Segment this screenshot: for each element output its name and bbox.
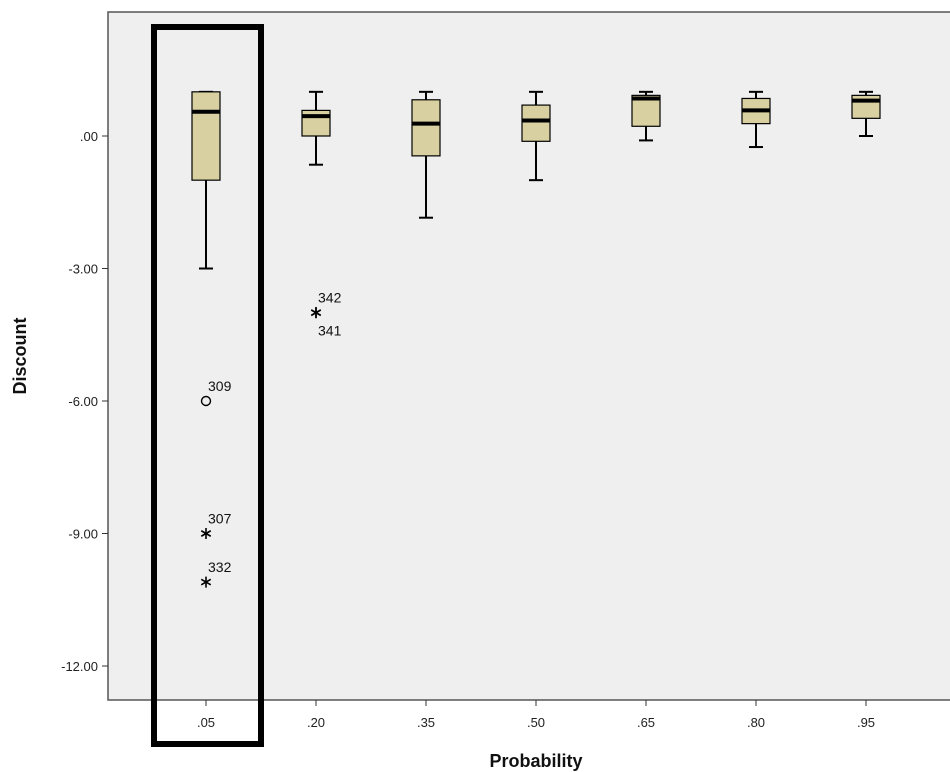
outlier-circle-marker bbox=[200, 395, 212, 407]
outlier-label: 307 bbox=[208, 511, 232, 527]
x-tick-label: .80 bbox=[747, 715, 765, 730]
outlier-label: 342 bbox=[318, 290, 342, 306]
box-iqr bbox=[191, 91, 221, 181]
y-tick-label: -12.00 bbox=[61, 659, 98, 674]
box-iqr bbox=[631, 94, 661, 127]
x-axis: .05 .20 .35 .50 .65 .80 .95 bbox=[197, 700, 875, 730]
box-95 bbox=[851, 90, 881, 137]
box-iqr bbox=[411, 99, 441, 157]
y-axis: .00 -3.00 -6.00 -9.00 -12.00 bbox=[61, 129, 108, 674]
outlier-307: 307 bbox=[200, 511, 232, 539]
box-35 bbox=[411, 90, 441, 219]
y-tick-label: -3.00 bbox=[68, 262, 98, 277]
y-tick-label: .00 bbox=[80, 129, 98, 144]
outliers-group: 309 307 332 342 341 bbox=[200, 290, 342, 588]
x-tick-label: .05 bbox=[197, 715, 215, 730]
box-65 bbox=[631, 90, 661, 142]
outlier-star-marker bbox=[200, 528, 212, 539]
x-tick-label: .20 bbox=[307, 715, 325, 730]
box-iqr bbox=[521, 104, 551, 142]
y-axis-title: Discount bbox=[10, 317, 30, 394]
boxes-group bbox=[191, 90, 881, 270]
outlier-label: 341 bbox=[318, 323, 342, 339]
y-tick-label: -9.00 bbox=[68, 527, 98, 542]
outlier-star-marker bbox=[310, 307, 322, 319]
outlier-341: 341 bbox=[310, 307, 342, 339]
outlier-332: 332 bbox=[200, 559, 232, 588]
x-tick-label: .65 bbox=[637, 715, 655, 730]
highlight-rectangle bbox=[151, 24, 264, 747]
x-tick-label: .95 bbox=[857, 715, 875, 730]
box-05 bbox=[191, 90, 221, 270]
outlier-309: 309 bbox=[200, 378, 232, 407]
box-80 bbox=[741, 90, 771, 149]
outlier-label: 309 bbox=[208, 378, 232, 394]
outlier-label: 332 bbox=[208, 559, 232, 575]
x-tick-label: .50 bbox=[527, 715, 545, 730]
x-tick-label: .35 bbox=[417, 715, 435, 730]
x-axis-title: Probability bbox=[489, 751, 582, 771]
box-20 bbox=[301, 90, 331, 166]
y-tick-label: -6.00 bbox=[68, 394, 98, 409]
outlier-star-marker bbox=[200, 576, 212, 588]
box-50 bbox=[521, 90, 551, 182]
